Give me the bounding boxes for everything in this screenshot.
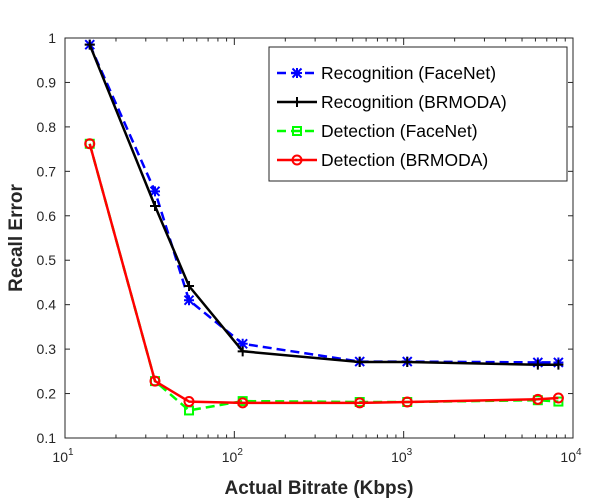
data-point-1-2 bbox=[184, 281, 195, 291]
marker-plus bbox=[354, 357, 365, 367]
data-point-1-4 bbox=[354, 357, 365, 367]
marker-plus bbox=[532, 359, 543, 370]
axes-box bbox=[64, 37, 574, 439]
y-tick-label-5: 0.6 bbox=[37, 208, 57, 224]
y-tick-label-9: 1 bbox=[48, 30, 56, 46]
legend-entry-3: Detection (BRMODA) bbox=[277, 150, 488, 170]
data-point-3-0 bbox=[84, 138, 96, 150]
y-tick-label-7: 0.8 bbox=[37, 119, 57, 135]
data-point-3-5 bbox=[401, 396, 413, 408]
y-tick-label-8: 0.9 bbox=[37, 74, 57, 90]
axes-layer: 0.1 0.2 0.3 0.4 0.5 0.6 0.7 0.8 0.9 1 101 102 103 104 bbox=[37, 30, 582, 465]
marker-circle bbox=[149, 375, 161, 387]
legend-entry-2: Detection (FaceNet) bbox=[277, 121, 478, 141]
legend-label-2: Detection (FaceNet) bbox=[321, 121, 478, 141]
marker-asterisk bbox=[237, 338, 248, 349]
data-point-3-4 bbox=[354, 397, 366, 409]
series-3 bbox=[84, 138, 564, 409]
marker-plus bbox=[292, 97, 302, 107]
legend-marker-3 bbox=[291, 154, 303, 166]
data-point-0-3 bbox=[237, 338, 248, 349]
data-point-1-7 bbox=[553, 359, 564, 370]
legend-marker-1 bbox=[292, 97, 302, 107]
marker-circle bbox=[552, 392, 564, 404]
marker-circle bbox=[183, 396, 195, 408]
marker-plus bbox=[237, 346, 248, 357]
y-tick-label-6: 0.7 bbox=[37, 163, 57, 179]
data-point-0-1 bbox=[149, 186, 161, 197]
marker-circle bbox=[84, 138, 96, 150]
data-point-3-7 bbox=[552, 392, 564, 404]
legend-label-1: Recognition (BRMODA) bbox=[321, 92, 507, 112]
y-tick-label-4: 0.5 bbox=[37, 252, 57, 268]
marker-asterisk bbox=[149, 186, 161, 197]
y-tick-label-1: 0.2 bbox=[37, 386, 57, 402]
legend-box bbox=[268, 46, 568, 182]
y-tick-label-0: 0.1 bbox=[37, 430, 57, 446]
x-tick-label-2: 103 bbox=[391, 447, 413, 465]
marker-plus bbox=[402, 357, 413, 367]
x-tick-label-0: 101 bbox=[52, 447, 74, 465]
data-point-1-3 bbox=[237, 346, 248, 357]
marker-asterisk bbox=[183, 295, 195, 306]
x-axis-title: Actual Bitrate (Kbps) bbox=[225, 478, 414, 499]
marker-circle bbox=[291, 154, 303, 166]
y-tick-label-2: 0.3 bbox=[37, 341, 57, 357]
marker-plus bbox=[84, 39, 95, 50]
data-point-3-3 bbox=[237, 397, 249, 409]
series-1 bbox=[84, 39, 564, 370]
legend-label-3: Detection (BRMODA) bbox=[321, 150, 488, 170]
data-point-1-0 bbox=[84, 39, 95, 50]
legend-marker-0 bbox=[291, 67, 303, 79]
data-point-3-6 bbox=[532, 393, 544, 405]
marker-plus bbox=[184, 281, 195, 291]
legend-marker-2 bbox=[292, 126, 302, 136]
marker-square bbox=[292, 126, 302, 136]
data-point-3-1 bbox=[149, 375, 161, 387]
marker-circle bbox=[532, 393, 544, 405]
data-point-3-2 bbox=[183, 396, 195, 408]
y-tick-label-3: 0.4 bbox=[37, 297, 57, 313]
legend: Recognition (FaceNet) Recognition (BRMODA… bbox=[268, 46, 568, 182]
legend-entry-0: Recognition (FaceNet) bbox=[277, 63, 496, 83]
data-point-1-5 bbox=[402, 357, 413, 367]
marker-asterisk bbox=[291, 67, 303, 79]
data-point-1-1 bbox=[149, 201, 160, 211]
legend-entry-1: Recognition (BRMODA) bbox=[277, 92, 507, 112]
x-tick-label-3: 104 bbox=[560, 447, 582, 465]
marker-circle bbox=[354, 397, 366, 409]
series-layer bbox=[84, 39, 564, 416]
series-line-3 bbox=[88, 143, 559, 405]
legend-label-0: Recognition (FaceNet) bbox=[321, 63, 496, 83]
marker-plus bbox=[149, 201, 160, 211]
data-point-1-6 bbox=[532, 359, 543, 370]
series-line-0 bbox=[88, 44, 559, 364]
marker-circle bbox=[237, 397, 249, 409]
y-axis-title: Recall Error bbox=[6, 184, 27, 292]
marker-circle bbox=[401, 396, 413, 408]
marker-plus bbox=[553, 359, 564, 370]
data-point-0-2 bbox=[183, 295, 195, 306]
series-line-1 bbox=[88, 44, 559, 366]
x-tick-label-1: 102 bbox=[222, 447, 244, 465]
